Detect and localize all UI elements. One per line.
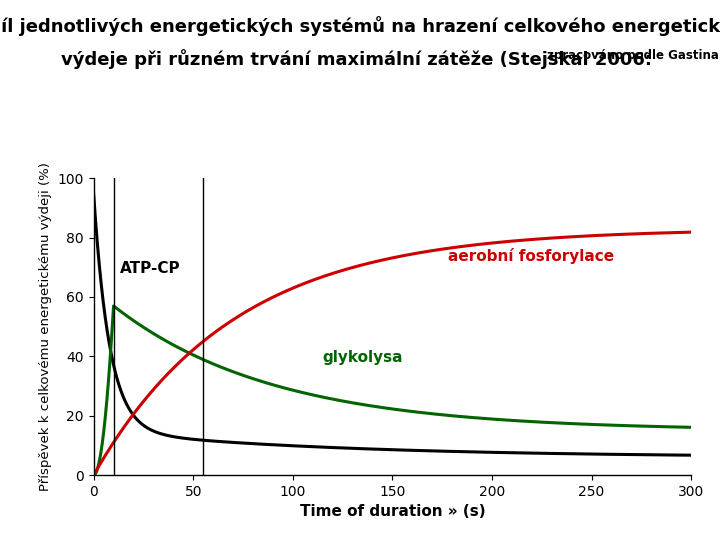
Text: výdeje při různém trvání maximální zátěže (Stejskal 2006:: výdeje při různém trvání maximální zátěž… [61, 49, 659, 69]
Y-axis label: Příspěvek k celkovému energetickému výdeji (%): Příspěvek k celkovému energetickému výde… [39, 162, 52, 491]
Text: zpracováno podle Gastina 2001).: zpracováno podle Gastina 2001). [547, 49, 720, 62]
Text: Podíl jednotlivých energetických systémů na hrazení celkového energetického: Podíl jednotlivých energetických systémů… [0, 16, 720, 36]
X-axis label: Time of duration » (s): Time of duration » (s) [300, 504, 485, 519]
Text: ATP-CP: ATP-CP [120, 261, 180, 276]
Text: glykolysa: glykolysa [323, 350, 403, 366]
Text: aerobní fosforylace: aerobní fosforylace [448, 248, 614, 265]
